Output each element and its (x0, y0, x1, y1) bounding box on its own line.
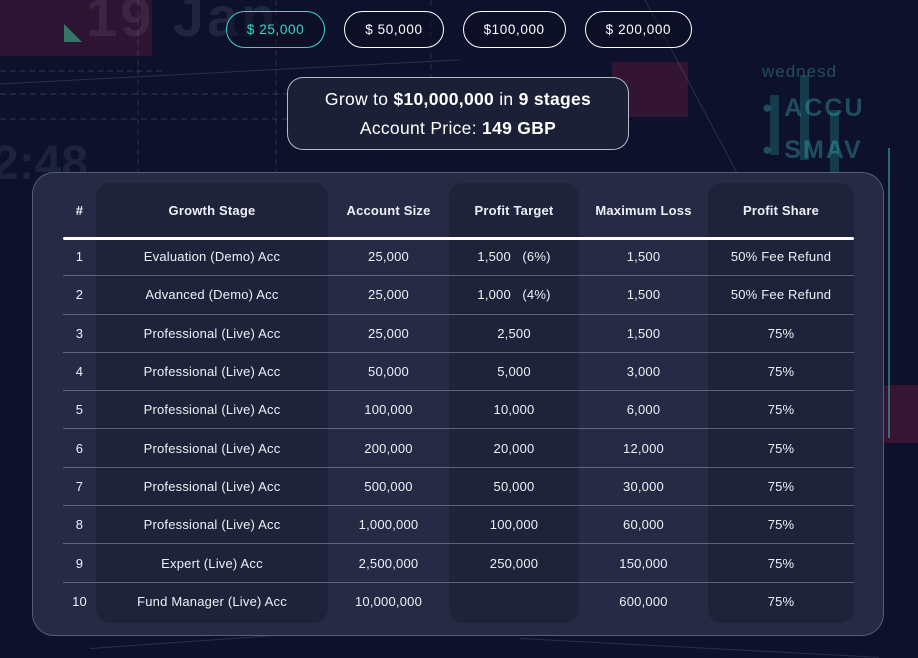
column-band-profit-target (449, 183, 579, 623)
table-cell-r3-c2: 25,000 (328, 313, 449, 352)
table-cell-r10-c2: 10,000,000 (328, 581, 449, 620)
table-cell-r6-c4: 12,000 (579, 428, 708, 466)
table-cell-r5-c5: 75% (708, 390, 854, 428)
table-cell-r9-c0: 9 (63, 543, 96, 581)
bg-teal-candle (830, 110, 839, 180)
table-cell-r5-c2: 100,000 (328, 390, 449, 428)
table-cell-r8-c0: 8 (63, 505, 96, 543)
bg-grid-line (275, 0, 277, 175)
table-cell-r5-c4: 6,000 (579, 390, 708, 428)
table-cell-r7-c2: 500,000 (328, 466, 449, 505)
column-band-growth-stage (96, 183, 328, 623)
table-cell-r8-c4: 60,000 (579, 505, 708, 543)
table-cell-r2-c2: 25,000 (328, 275, 449, 313)
table-cell-r1-c5: 50% Fee Refund (730, 248, 832, 264)
table-cell-r6-c0: 6 (63, 428, 96, 466)
table-cell-r6-c5: 75% (708, 428, 854, 466)
table-cell-r5-c3: 10,000 (449, 390, 579, 428)
table-cell-r10-c4: 600,000 (579, 581, 708, 620)
table-cell-r4-c0: 4 (63, 351, 96, 390)
table-cell-r3-c4: 1,500 (579, 313, 708, 352)
bg-grid-line (0, 70, 162, 72)
table-header-1: Growth Stage (168, 202, 256, 218)
bg-grid-line (0, 93, 430, 95)
table-cell-r6-c1: Professional (Live) Acc (96, 428, 328, 466)
table-cell-r8-c2: 1,000,000 (328, 505, 449, 543)
table-cell-r3-c3: 2,500 (449, 313, 579, 352)
table-cell-r4-c3: 5,000 (449, 351, 579, 390)
table-cell-r5-c0: 5 (63, 390, 96, 428)
account-size-button-1[interactable]: $ 50,000 (344, 11, 444, 48)
bg-ticker-acc: ● ACCU (762, 94, 865, 122)
bg-teal-vertical-line (888, 148, 890, 438)
table-cell-r1-c1: Evaluation (Demo) Acc (143, 248, 281, 264)
table-cell-r10-c3 (449, 581, 579, 620)
table-cell-r9-c5: 75% (708, 543, 854, 581)
table-cell-r1-c2: 25,000 (368, 248, 409, 264)
bg-trend-line (519, 638, 880, 658)
table-cell-r2-c4: 1,500 (579, 275, 708, 313)
table-cell-r7-c1: Professional (Live) Acc (96, 466, 328, 505)
bg-teal-candle (800, 75, 809, 160)
table-cell-r6-c3: 20,000 (449, 428, 579, 466)
account-size-button-0[interactable]: $ 25,000 (225, 11, 326, 48)
bg-ticker-sma: ● SMAV (762, 136, 863, 164)
table-cell-r1-c3: 1,500 (6%) (477, 248, 551, 264)
table-cell-r9-c3: 250,000 (449, 543, 579, 581)
column-band-profit-share (708, 183, 854, 623)
table-cell-r9-c1: Expert (Live) Acc (96, 543, 328, 581)
table-cell-r4-c4: 3,000 (579, 351, 708, 390)
table-cell-r4-c1: Professional (Live) Acc (96, 351, 328, 390)
account-size-filter: $ 25,000 $ 50,000 $100,000 $ 200,000 (0, 11, 918, 48)
table-cell-r3-c0: 3 (63, 313, 96, 352)
table-cell-r10-c1: Fund Manager (Live) Acc (96, 581, 328, 620)
table-cell-r8-c3: 100,000 (449, 505, 579, 543)
account-size-button-3[interactable]: $ 200,000 (584, 11, 693, 48)
bullet-icon: ● (762, 98, 775, 117)
bg-grid-line (137, 0, 139, 175)
table-cell-r8-c5: 75% (708, 505, 854, 543)
table-cell-r4-c2: 50,000 (328, 351, 449, 390)
growth-stages-table: # Growth Stage Account Size Profit Target Ma… (63, 183, 854, 620)
table-cell-r1-c0: 1 (75, 248, 84, 264)
table-cell-r10-c5: 75% (708, 581, 854, 620)
table-header-0: # (75, 202, 84, 218)
table-cell-r7-c4: 30,000 (579, 466, 708, 505)
table-cell-r7-c5: 75% (708, 466, 854, 505)
table-cell-r2-c5: 50% Fee Refund (708, 275, 854, 313)
banner-line-growth: Grow to $10,000,000 in 9 stages (324, 89, 592, 110)
bg-ticker-weekday: wednesd (762, 62, 838, 81)
growth-stages-card: # Growth Stage Account Size Profit Target Ma… (32, 172, 884, 636)
table-header-3: Profit Target (474, 202, 554, 218)
table-cell-r9-c2: 2,500,000 (328, 543, 449, 581)
table-cell-r10-c0: 10 (63, 581, 96, 620)
table-header-2: Account Size (346, 202, 431, 218)
bg-green-triangle (64, 24, 82, 42)
table-header-5: Profit Share (742, 202, 820, 218)
table-cell-r4-c5: 75% (708, 351, 854, 390)
table-cell-r2-c3: 1,000 (4%) (449, 275, 579, 313)
table-cell-r3-c5: 75% (708, 313, 854, 352)
plan-banner: Grow to $10,000,000 in 9 stages Account … (287, 77, 629, 150)
table-cell-r7-c0: 7 (63, 466, 96, 505)
table-header-4: Maximum Loss (595, 202, 692, 218)
table-cell-r5-c1: Professional (Live) Acc (96, 390, 328, 428)
table-cell-r2-c0: 2 (63, 275, 96, 313)
table-cell-r1-c4: 1,500 (626, 248, 661, 264)
table-cell-r7-c3: 50,000 (449, 466, 579, 505)
header-underline (63, 237, 854, 240)
table-cell-r8-c1: Professional (Live) Acc (96, 505, 328, 543)
account-size-button-2[interactable]: $100,000 (462, 11, 566, 48)
table-cell-r2-c1: Advanced (Demo) Acc (96, 275, 328, 313)
table-cell-r6-c2: 200,000 (328, 428, 449, 466)
bg-teal-candle (770, 95, 779, 155)
table-cell-r3-c1: Professional (Live) Acc (96, 313, 328, 352)
banner-line-price: Account Price: 149 GBP (359, 117, 557, 138)
bullet-icon: ● (762, 140, 775, 159)
table-cell-r9-c4: 150,000 (579, 543, 708, 581)
